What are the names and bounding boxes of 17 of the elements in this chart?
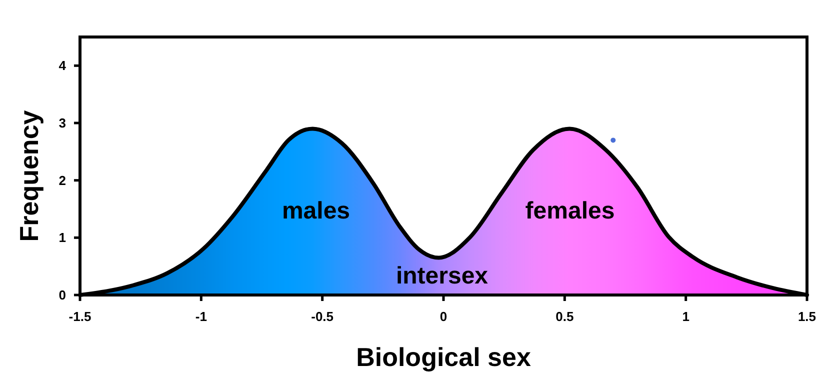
annotation: females [525,197,615,224]
y-tick-label: 2 [58,172,66,188]
y-tick-label: 1 [58,230,66,246]
x-tick-label: 1.5 [798,309,816,324]
x-axis-title: Biological sex [356,342,532,372]
x-tick-label: -0.5 [311,309,334,324]
annotation: intersex [396,262,489,290]
annotation: males [282,197,350,224]
x-tick-label: -1 [195,309,207,324]
x-tick-label: 0 [440,309,448,324]
y-tick-label: 4 [58,58,67,74]
y-tick-label: 3 [58,116,66,131]
y-axis-title: Frequency [14,110,44,242]
x-tick-label: -1.5 [68,309,92,324]
y-tick-label: 0 [58,288,66,303]
x-tick-label: 0.5 [556,309,574,324]
x-tick-label: 1 [682,309,690,324]
